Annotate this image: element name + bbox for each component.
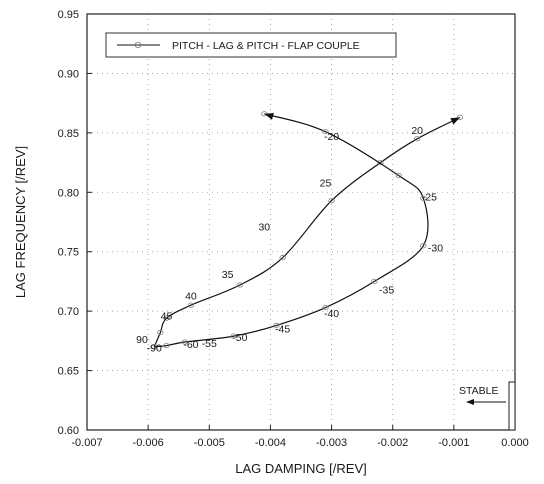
y-tick-label: 0.60 xyxy=(58,425,79,437)
y-tick-label: 0.85 xyxy=(58,128,79,140)
point-annotation: 20 xyxy=(411,125,423,137)
x-tick-label: -0.004 xyxy=(255,437,286,449)
series-layer xyxy=(151,111,464,350)
point-annotation: -60 xyxy=(183,339,198,351)
x-tick-label: -0.002 xyxy=(377,437,408,449)
data-point xyxy=(157,329,164,336)
data-point xyxy=(163,343,170,349)
series-arrowhead xyxy=(450,117,460,125)
x-tick-label: -0.006 xyxy=(133,437,164,449)
legend: PITCH - LAG & PITCH - FLAP COUPLE xyxy=(105,32,397,58)
data-point xyxy=(163,315,170,321)
data-point xyxy=(279,255,286,261)
plot-frame xyxy=(86,13,516,431)
data-point xyxy=(236,282,244,288)
data-point xyxy=(377,159,384,166)
point-annotation: 25 xyxy=(320,177,332,189)
data-point xyxy=(420,195,427,201)
y-tick-label: 0.75 xyxy=(58,247,79,259)
data-point xyxy=(322,129,329,135)
x-axis-label: LAG DAMPING [/REV] xyxy=(235,461,366,476)
data-point xyxy=(395,173,403,179)
y-tick-label: 0.95 xyxy=(58,9,79,21)
y-axis-label: LAG FREQUENCY [/REV] xyxy=(13,146,28,298)
stable-indicator: STABLE xyxy=(459,381,516,431)
x-tick-label: -0.003 xyxy=(316,437,347,449)
x-tick-label: -0.001 xyxy=(438,437,469,449)
data-point xyxy=(413,136,421,142)
point-annotation: -40 xyxy=(324,308,339,320)
stable-boundary xyxy=(508,381,516,431)
point-annotation: -45 xyxy=(275,324,290,336)
stable-arrowhead xyxy=(466,399,474,405)
data-point xyxy=(371,278,378,285)
legend-marker xyxy=(134,42,142,49)
point-annotation: 45 xyxy=(161,310,173,322)
grid-lines xyxy=(87,14,515,430)
data-point xyxy=(151,344,158,350)
point-annotation: 90 xyxy=(136,334,148,346)
y-tick-label: 0.70 xyxy=(58,306,79,318)
data-point xyxy=(322,304,329,311)
data-point xyxy=(456,114,464,121)
y-tick-label: 0.65 xyxy=(58,366,79,378)
series-arrowhead xyxy=(264,112,274,120)
series-line-lower-branch xyxy=(154,113,429,348)
data-point xyxy=(181,339,189,345)
point-annotation: 30 xyxy=(258,221,270,233)
axis-ticks: -0.007 -0.006 -0.005 -0.004 -0.003 -0.002 -0.0… xyxy=(58,9,529,449)
stable-label: STABLE xyxy=(459,385,499,397)
point-annotation: -25 xyxy=(422,192,437,204)
annotation-layer: 20 25 30 35 40 45 90 -20 -25 -30 -35 -40 -45 -50 -55 -6… xyxy=(136,125,443,355)
y-tick-label: 0.90 xyxy=(58,68,79,80)
point-annotation: -20 xyxy=(324,131,339,143)
data-point xyxy=(230,333,237,339)
point-annotation: -55 xyxy=(202,338,217,350)
legend-label: PITCH - LAG & PITCH - FLAP COUPLE xyxy=(172,40,360,52)
point-annotation: -30 xyxy=(428,243,443,255)
data-point xyxy=(187,302,195,308)
x-tick-label: -0.005 xyxy=(194,437,225,449)
point-annotation: -90 xyxy=(147,343,162,355)
data-point xyxy=(328,198,335,204)
x-tick-label: -0.007 xyxy=(71,437,102,449)
y-tick-label: 0.80 xyxy=(58,187,79,199)
x-tick-label: 0.000 xyxy=(501,437,529,449)
point-annotation: 35 xyxy=(222,269,234,281)
series-line-upper-branch xyxy=(153,116,461,348)
data-point xyxy=(420,243,427,249)
point-annotation: 40 xyxy=(185,290,197,302)
point-annotation: -35 xyxy=(379,284,394,296)
data-point xyxy=(273,322,280,329)
point-annotation: -50 xyxy=(232,332,247,344)
